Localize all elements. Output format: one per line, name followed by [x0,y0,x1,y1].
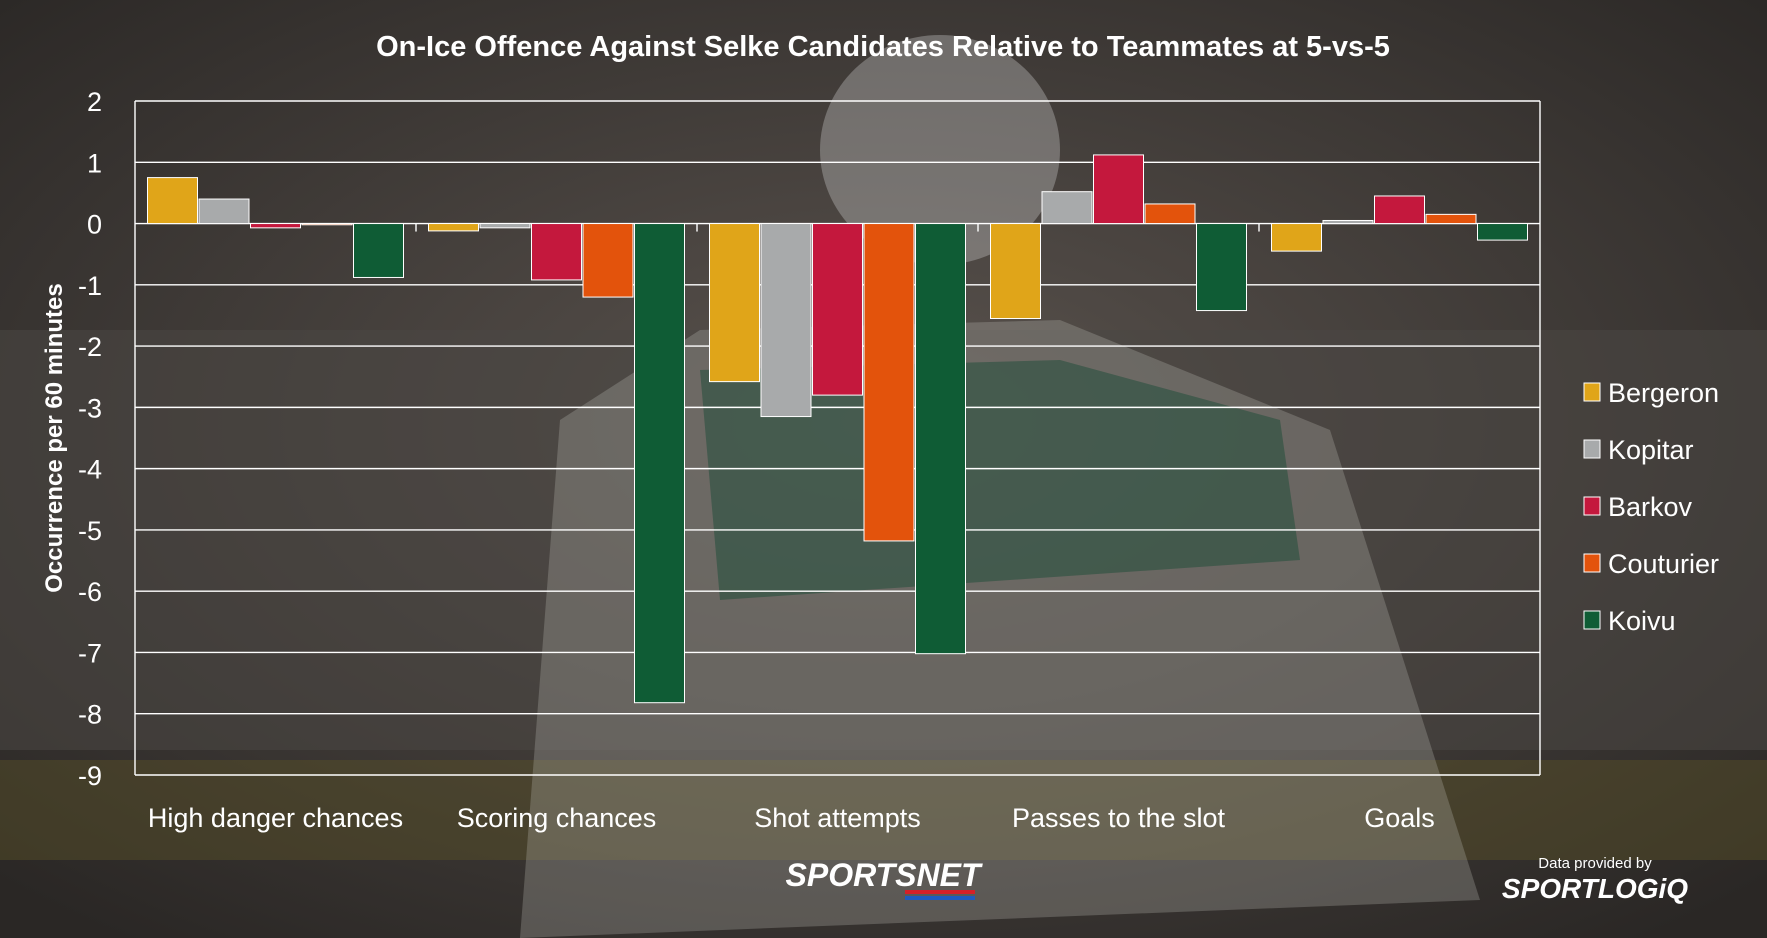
bar-barkov [531,223,582,281]
chart-title: On-Ice Offence Against Selke Candidates … [376,31,1390,63]
y-tick-label: -3 [78,393,102,423]
legend-label: Bergeron [1608,378,1719,408]
sportsnet-logo: SPORTSNET [786,857,983,900]
legend-swatch-icon [1583,496,1601,516]
bar-kopitar [479,223,531,229]
bar-bergeron [1271,223,1322,252]
sportsnet-stripe-blue-icon [905,896,975,900]
y-tick-label: -5 [78,516,102,546]
grid-lines [134,100,1541,776]
y-axis-ticks: 2 1 0 -1 -2 -3 -4 -5 -6 -7 -8 -9 [78,87,102,791]
bar-couturier [582,223,634,298]
x-category-label: High danger chances [148,803,403,833]
bar-bergeron [709,223,760,383]
x-category-label: Shot attempts [754,803,921,833]
y-tick-label: 2 [87,87,102,117]
bar-barkov [250,223,301,229]
x-category-label: Goals [1364,803,1435,833]
bar-kopitar [1322,219,1374,225]
bars [147,154,1528,704]
y-tick-label: -7 [78,638,102,668]
bar-couturier [301,223,353,226]
bar-koivu [634,223,685,704]
bar-koivu [353,223,404,278]
y-tick-label: -4 [78,455,102,485]
bar-kopitar [1041,191,1093,225]
legend-label: Kopitar [1608,435,1694,465]
legend-swatch-icon [1583,382,1601,402]
bar-bergeron [428,223,479,232]
y-tick-label: 0 [87,210,102,240]
legend-label: Barkov [1608,492,1693,522]
y-tick-label: -8 [78,700,102,730]
bar-bergeron [147,177,198,225]
sportlogiq-logo: SPORTLOGiQ [1502,873,1688,904]
bar-bergeron [990,223,1041,320]
legend: Bergeron Kopitar Barkov Couturier Koivu [1583,378,1719,636]
bar-couturier [1425,213,1477,225]
sportsnet-wordmark: SPORTSNET [786,857,983,893]
legend-swatch-icon [1583,439,1601,459]
bar-barkov [1093,154,1144,225]
x-category-label: Passes to the slot [1012,803,1226,833]
bar-koivu [915,223,966,655]
x-axis-categories: High danger chances Scoring chances Shot a… [148,803,1435,833]
y-tick-label: -6 [78,577,102,607]
legend-label: Couturier [1608,549,1719,579]
bar-barkov [1374,195,1425,225]
y-tick-label: -1 [78,271,102,301]
bar-couturier [863,223,915,542]
data-credit-label: Data provided by [1538,855,1652,872]
bar-kopitar [760,223,812,418]
bar-kopitar [198,198,250,225]
y-tick-label: -2 [78,332,102,362]
y-tick-label: -9 [78,761,102,791]
bar-koivu [1477,223,1528,241]
legend-swatch-icon [1583,553,1601,573]
legend-label: Koivu [1608,606,1676,636]
y-tick-label: 1 [87,148,102,178]
sportsnet-stripe-icon [905,890,975,894]
y-axis-label: Occurrence per 60 minutes [41,283,68,592]
bar-couturier [1144,203,1196,225]
legend-swatch-icon [1583,610,1601,630]
bar-barkov [812,223,863,396]
x-category-label: Scoring chances [457,803,657,833]
bar-koivu [1196,223,1247,312]
